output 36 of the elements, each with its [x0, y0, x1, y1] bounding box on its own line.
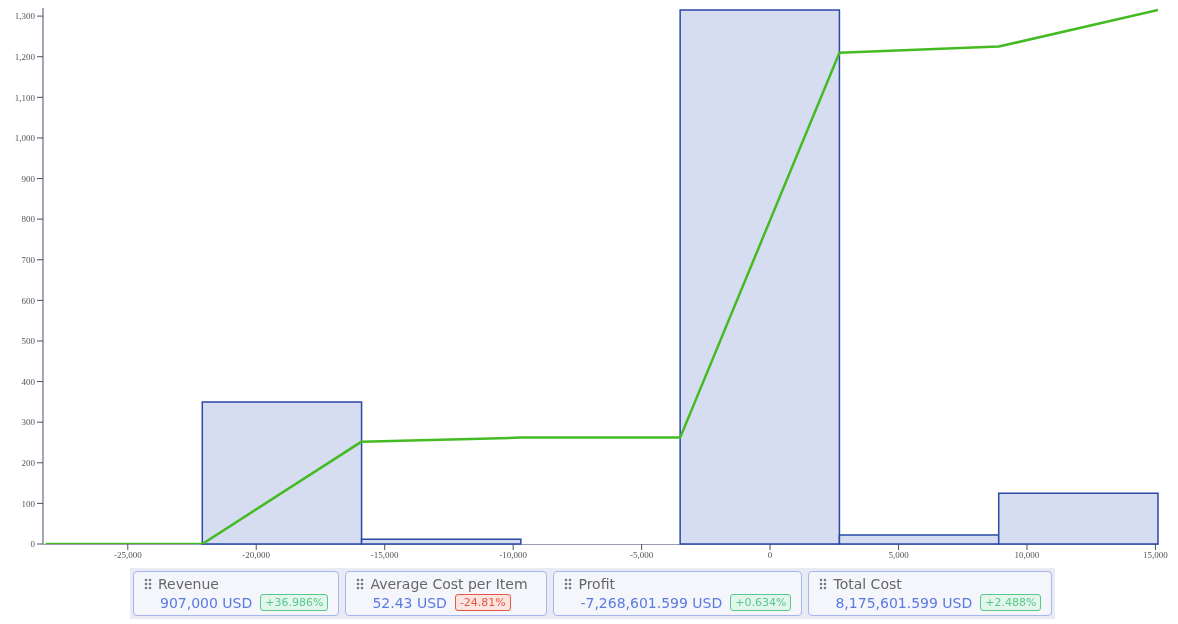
y-tick-label: 700 [21, 254, 36, 265]
text: 8,175,601.599 USD [835, 594, 973, 611]
y-tick-label: 300 [21, 417, 36, 428]
y-tick-label: 600 [21, 295, 36, 306]
y-tick-label: 900 [21, 173, 36, 184]
x-tick-label: 5,000 [888, 550, 910, 561]
line-series [44, 8, 1158, 544]
y-tick-label: 1,000 [14, 133, 36, 144]
y-tick-label: 400 [21, 376, 36, 387]
category-label: +0.634% [730, 594, 792, 611]
category-label: +36.986% [260, 594, 329, 611]
category-label: +2.488% [980, 594, 1042, 611]
y-tick-label: 100 [21, 498, 36, 509]
y-tick-label: 1,200 [14, 51, 36, 62]
category-label: Profit [578, 576, 615, 592]
x-tick-label: -5,000 [629, 550, 654, 561]
category-label: -24.81% [454, 594, 511, 611]
y-tick-label: 1,300 [14, 11, 36, 22]
category-label: Total Cost [833, 576, 902, 592]
y-tick-label: 500 [21, 336, 36, 347]
x-tick-label: -10,000 [499, 550, 528, 561]
y-tick-label: 0 [30, 539, 36, 550]
x-tick-label: 10,000 [1014, 550, 1040, 561]
x-tick-label: -15,000 [370, 550, 400, 561]
category-label: Revenue [158, 576, 219, 592]
x-tick-label: 15,000 [1143, 550, 1169, 561]
x-tick-label: 0 [767, 550, 773, 561]
y-tick-label: 800 [21, 214, 36, 225]
y-tick-label: 200 [21, 457, 36, 468]
category-label: Average Cost per Item [370, 576, 528, 592]
x-tick-label: -25,000 [113, 550, 143, 561]
text: 907,000 USD [160, 594, 253, 611]
text: -7,268,601.599 USD [580, 594, 723, 611]
x-tick-label: -20,000 [242, 550, 271, 561]
y-tick-label: 1,100 [14, 92, 36, 103]
text: 52.43 USD [372, 594, 447, 611]
